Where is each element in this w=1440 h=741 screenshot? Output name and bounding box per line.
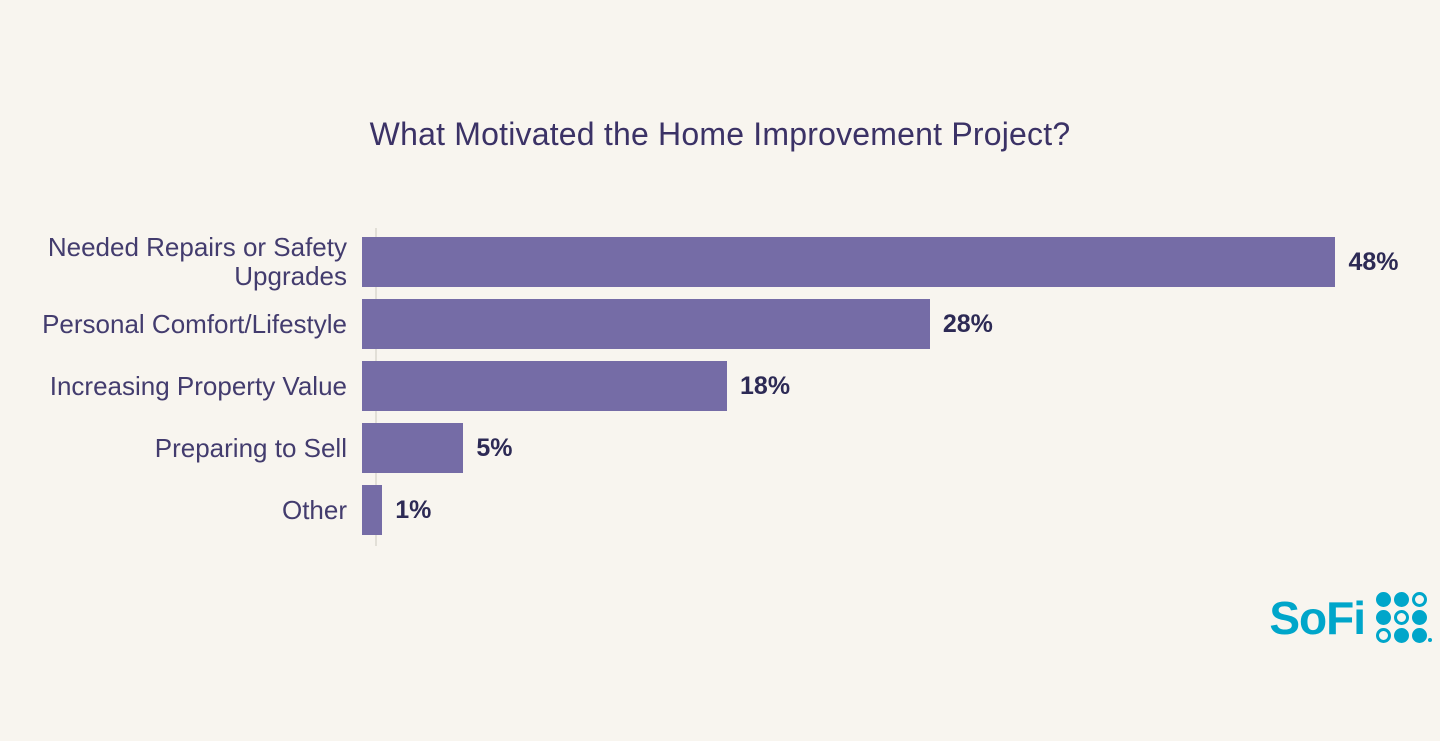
bar-area: 18% (362, 361, 1440, 411)
category-label: Other (281, 494, 347, 525)
sofi-logo: SoFi (1269, 591, 1432, 644)
value-label: 48% (1348, 247, 1399, 276)
value-label: 5% (476, 433, 513, 462)
bar-area: 48% (362, 237, 1440, 287)
logo-dot-filled-icon (1394, 592, 1409, 607)
bar (362, 237, 1336, 287)
category-label: Personal Comfort/Lifestyle (42, 308, 347, 339)
logo-dot-outlined-icon (1394, 610, 1409, 625)
trademark-dot-icon (1428, 638, 1432, 642)
bar-chart: Needed Repairs or Safety Upgrades 48% Pers… (0, 233, 1440, 547)
sofi-dot-grid-icon (1376, 592, 1432, 643)
bar-area: 5% (362, 423, 1440, 473)
logo-dot-filled-icon (1394, 628, 1409, 643)
bar (362, 485, 383, 535)
category-label: Increasing Property Value (49, 370, 347, 401)
chart-row: Personal Comfort/Lifestyle 28% (0, 299, 1440, 349)
chart-title: What Motivated the Home Improvement Proj… (369, 116, 1071, 152)
sofi-logo-text: SoFi (1269, 591, 1366, 644)
logo-dot-filled-icon (1412, 610, 1427, 625)
bar-area: 28% (362, 299, 1440, 349)
chart-row: Other 1% (0, 485, 1440, 535)
value-label: 28% (942, 309, 993, 338)
logo-dot-filled-icon (1376, 610, 1391, 625)
category-label: Needed Repairs or Safety Upgrades (47, 232, 347, 291)
logo-dot-filled-icon (1412, 628, 1427, 643)
bar-area: 1% (362, 485, 1440, 535)
category-label: Preparing to Sell (154, 432, 347, 463)
value-label: 18% (740, 371, 791, 400)
bar (362, 299, 930, 349)
logo-dot-filled-icon (1376, 592, 1391, 607)
value-label: 1% (395, 495, 432, 524)
logo-dot-outlined-icon (1412, 592, 1427, 607)
chart-row: Increasing Property Value 18% (0, 361, 1440, 411)
bar (362, 361, 728, 411)
logo-dot-outlined-icon (1376, 628, 1391, 643)
chart-row: Preparing to Sell 5% (0, 423, 1440, 473)
bar (362, 423, 464, 473)
chart-row: Needed Repairs or Safety Upgrades 48% (0, 233, 1440, 290)
